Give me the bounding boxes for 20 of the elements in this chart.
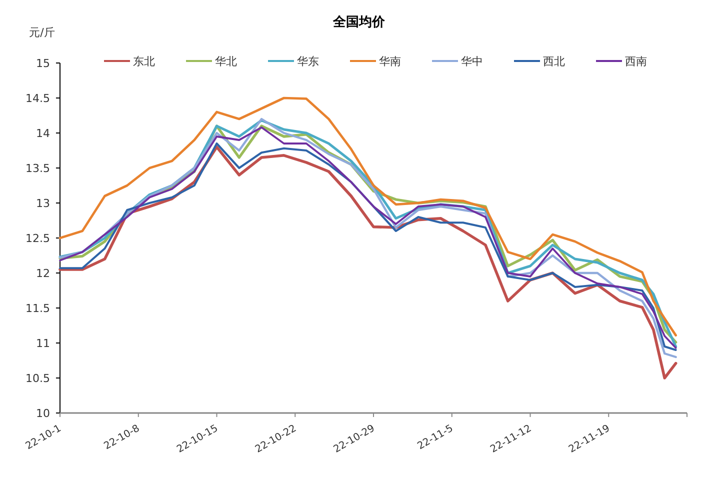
- legend-label: 华北: [215, 54, 237, 68]
- y-tick-label: 14.5: [26, 92, 50, 105]
- y-tick-label: 14: [36, 126, 50, 140]
- y-tick-label: 11: [36, 336, 50, 350]
- y-axis-title: 元/斤: [29, 26, 55, 39]
- legend-label: 华南: [379, 54, 401, 68]
- y-tick-label: 13: [36, 196, 50, 210]
- y-tick-label: 12.5: [26, 232, 50, 245]
- chart-title: 全国均价: [332, 15, 386, 30]
- y-tick-label: 12: [36, 266, 50, 280]
- y-tick-label: 10: [36, 406, 50, 420]
- legend-label: 东北: [133, 54, 155, 68]
- y-tick-label: 10.5: [26, 372, 50, 385]
- legend-label: 华东: [297, 54, 319, 68]
- y-tick-label: 11.5: [26, 302, 50, 315]
- y-tick-label: 15: [36, 56, 50, 70]
- y-tick-label: 13.5: [26, 162, 50, 175]
- legend-label: 华中: [461, 54, 483, 68]
- legend-label: 西南: [625, 54, 647, 68]
- legend-label: 西北: [543, 54, 565, 68]
